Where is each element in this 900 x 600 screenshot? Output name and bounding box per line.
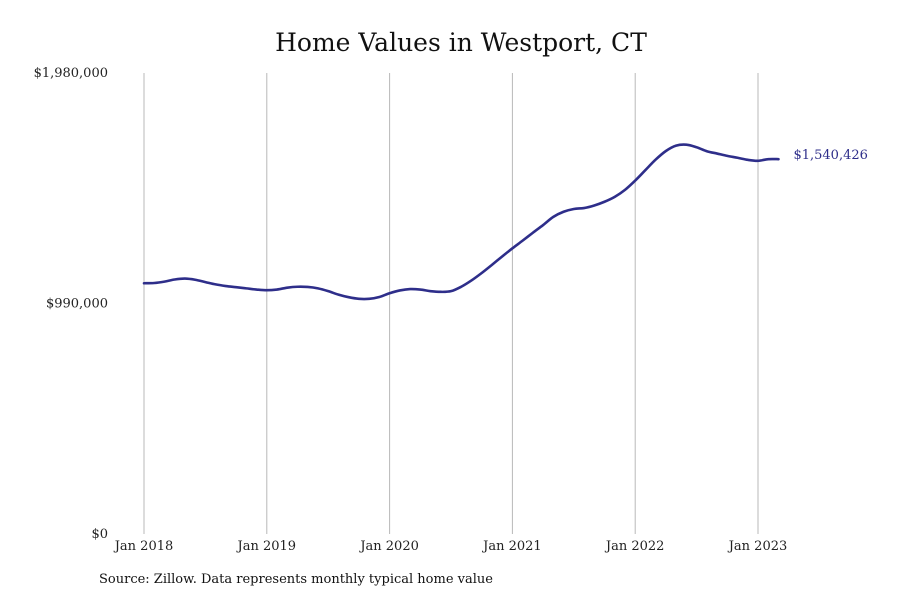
- x-tick-label: Jan 2021: [481, 539, 542, 554]
- end-value-label: $1,540,426: [793, 148, 867, 163]
- y-tick-label: $0: [91, 527, 108, 542]
- source-note: Source: Zillow. Data represents monthly …: [99, 572, 493, 587]
- x-axis-ticks: Jan 2018 Jan 2019 Jan 2020 Jan 2021 Jan 2022…: [113, 539, 788, 554]
- y-tick-label: $990,000: [46, 297, 108, 312]
- x-tick-label: Jan 2018: [113, 539, 174, 554]
- y-tick-label: $1,980,000: [34, 66, 108, 81]
- x-tick-label: Jan 2023: [727, 539, 788, 554]
- x-tick-label: Jan 2022: [604, 539, 665, 554]
- x-gridlines: [143, 73, 759, 534]
- chart-title: Home Values in Westport, CT: [275, 28, 647, 57]
- y-axis-ticks: $0 $990,000 $1,980,000: [34, 66, 108, 542]
- x-tick-label: Jan 2019: [236, 539, 297, 554]
- x-tick-label: Jan 2020: [358, 539, 419, 554]
- series-line-home-value: [142, 143, 780, 301]
